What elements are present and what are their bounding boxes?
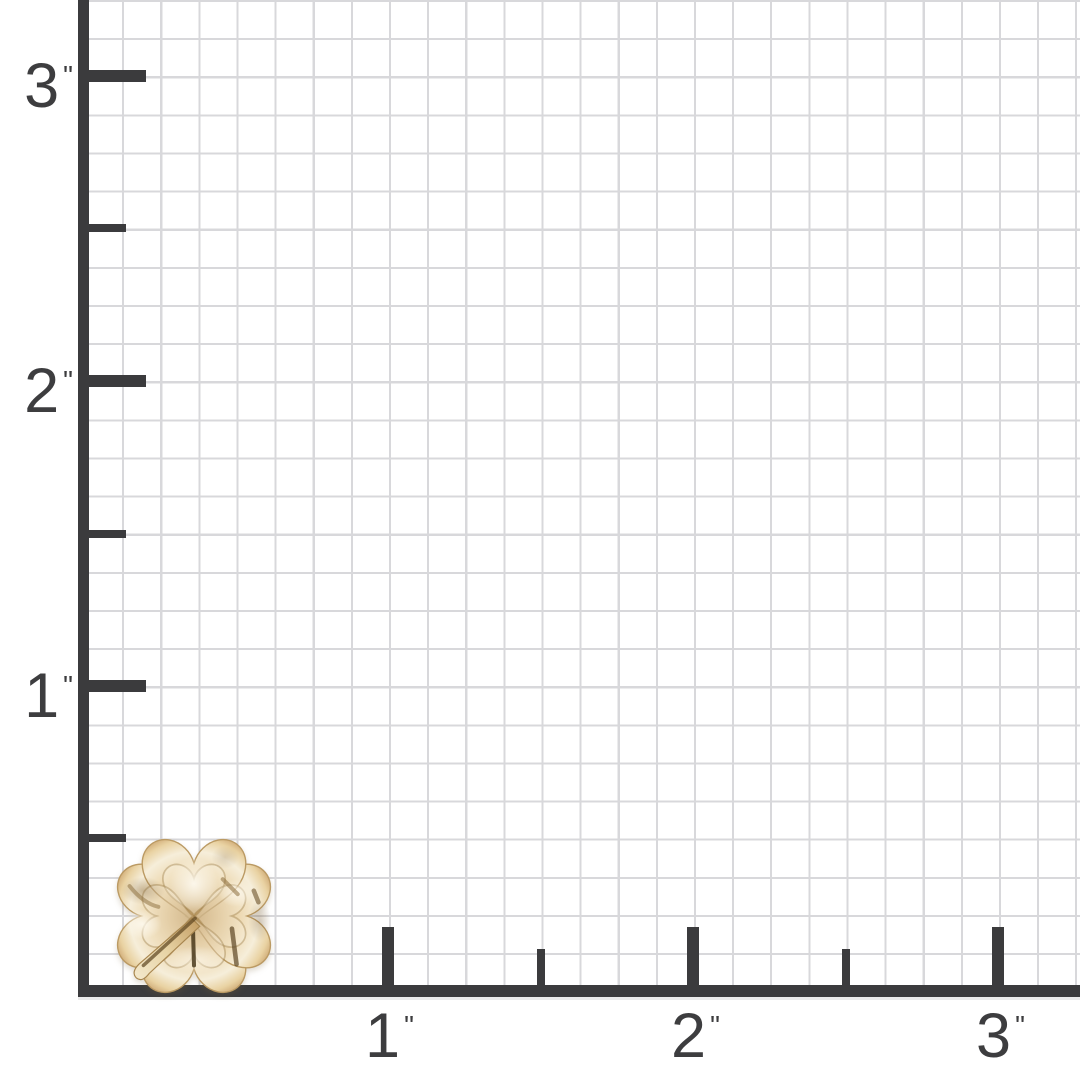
x-axis-label-1in: 1 " bbox=[365, 1001, 415, 1071]
inch-mark: " bbox=[404, 1009, 415, 1041]
y-axis-major-tick-3in bbox=[89, 70, 146, 82]
x-axis-major-tick-2in bbox=[687, 927, 699, 985]
y-axis-label-1in: 1 " bbox=[24, 661, 74, 732]
y-axis-half-tick-0-5in bbox=[89, 834, 126, 842]
inch-mark: " bbox=[63, 365, 74, 396]
x-axis-label-3in: 3 " bbox=[976, 1001, 1026, 1071]
y-axis-bar bbox=[78, 0, 89, 997]
inch-mark: " bbox=[710, 1009, 721, 1041]
x-axis-bar bbox=[78, 985, 1080, 997]
y-axis-major-tick-1in bbox=[89, 680, 146, 692]
y-axis-half-tick-1-5in bbox=[89, 530, 126, 538]
inch-mark: " bbox=[63, 670, 74, 701]
y-axis-half-tick-2-5in bbox=[89, 224, 126, 232]
x-axis-half-tick-2-5in bbox=[842, 949, 850, 985]
inch-mark: " bbox=[63, 60, 74, 91]
y-axis-major-tick-2in bbox=[89, 375, 146, 387]
x-axis-major-tick-3in bbox=[992, 927, 1004, 985]
y-axis-label-3in: 3 " bbox=[24, 51, 74, 122]
inch-mark: " bbox=[1015, 1009, 1026, 1041]
x-axis-major-tick-1in bbox=[382, 927, 394, 985]
x-axis-label-2in: 2 " bbox=[671, 1001, 721, 1071]
x-axis-half-tick-1-5in bbox=[537, 949, 545, 985]
inch-grid-background bbox=[84, 0, 1080, 992]
y-axis-label-2in: 2 " bbox=[24, 356, 74, 427]
clover-charm-image bbox=[116, 838, 272, 994]
